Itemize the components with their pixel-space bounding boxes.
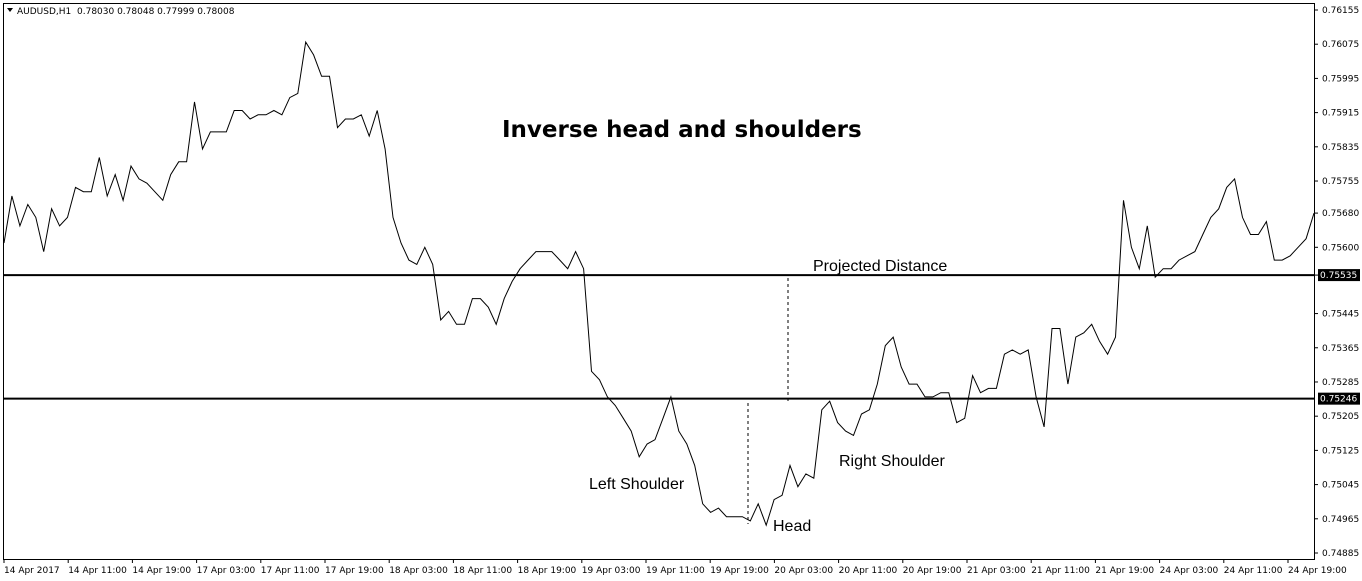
y-tick-label: 0.75445 xyxy=(1322,310,1359,320)
x-tick-label: 20 Apr 19:00 xyxy=(903,566,962,576)
level-price-label: 0.75246 xyxy=(1320,395,1357,405)
y-tick-label: 0.75600 xyxy=(1322,243,1359,253)
y-tick-label: 0.75045 xyxy=(1322,481,1359,491)
y-tick-label: 0.76075 xyxy=(1322,40,1359,50)
chart-title: Inverse head and shoulders xyxy=(502,117,862,143)
x-tick-label: 14 Apr 2017 xyxy=(4,566,60,576)
x-tick-label: 19 Apr 11:00 xyxy=(646,566,705,576)
y-tick-label: 0.75680 xyxy=(1322,209,1359,219)
y-tick-label: 0.75995 xyxy=(1322,74,1359,84)
annotation-head: Head xyxy=(773,518,811,535)
x-tick-label: 14 Apr 19:00 xyxy=(132,566,191,576)
ohlc-values: 0.78030 0.78048 0.77999 0.78008 xyxy=(77,7,235,17)
x-tick-label: 20 Apr 03:00 xyxy=(774,566,833,576)
dropdown-triangle-icon[interactable] xyxy=(7,8,13,12)
x-tick-label: 18 Apr 11:00 xyxy=(453,566,512,576)
x-tick-label: 24 Apr 03:00 xyxy=(1160,566,1219,576)
level-price-label: 0.75535 xyxy=(1320,271,1357,281)
y-tick-label: 0.75205 xyxy=(1322,412,1359,422)
annotation-left-shoulder: Left Shoulder xyxy=(589,476,685,493)
x-tick-label: 17 Apr 03:00 xyxy=(197,566,256,576)
x-tick-label: 21 Apr 19:00 xyxy=(1095,566,1154,576)
y-tick-label: 0.74885 xyxy=(1322,549,1359,559)
x-tick-label: 24 Apr 11:00 xyxy=(1224,566,1283,576)
y-tick-label: 0.75915 xyxy=(1322,109,1359,119)
x-tick-label: 14 Apr 11:00 xyxy=(68,566,127,576)
level-price-tag xyxy=(1318,269,1360,282)
y-tick-label: 0.75285 xyxy=(1322,378,1359,388)
level-price-tag xyxy=(1318,392,1360,405)
symbol-label: AUDUSD,H1 xyxy=(17,7,71,17)
plot-frame xyxy=(3,3,1315,560)
y-tick-label: 0.75365 xyxy=(1322,344,1359,354)
y-tick-label: 0.75755 xyxy=(1322,177,1359,187)
y-tick-label: 0.75835 xyxy=(1322,143,1359,153)
y-tick-label: 0.75125 xyxy=(1322,446,1359,456)
x-tick-label: 17 Apr 11:00 xyxy=(261,566,320,576)
x-tick-label: 18 Apr 19:00 xyxy=(518,566,577,576)
annotation-projected-distance: Projected Distance xyxy=(813,258,947,275)
x-tick-label: 19 Apr 03:00 xyxy=(582,566,641,576)
y-tick-label: 0.74965 xyxy=(1322,515,1359,525)
x-tick-label: 17 Apr 19:00 xyxy=(325,566,384,576)
x-tick-label: 21 Apr 11:00 xyxy=(1031,566,1090,576)
y-tick-label: 0.76155 xyxy=(1322,6,1359,16)
y-axis: 0.76155 0.76075 0.75995 0.75915 0.75835 0.757… xyxy=(1314,6,1359,559)
x-tick-label: 20 Apr 11:00 xyxy=(839,566,898,576)
x-tick-label: 19 Apr 19:00 xyxy=(710,566,769,576)
x-tick-label: 24 Apr 19:00 xyxy=(1288,566,1347,576)
level-lines: 0.75535 0.75246 xyxy=(4,269,1360,405)
x-axis: 14 Apr 2017 14 Apr 11:00 14 Apr 19:00 17 Ap… xyxy=(3,559,1347,576)
x-tick-label: 21 Apr 03:00 xyxy=(967,566,1026,576)
annotation-right-shoulder: Right Shoulder xyxy=(839,453,946,470)
x-tick-label: 18 Apr 03:00 xyxy=(389,566,448,576)
series-price-line xyxy=(3,40,1315,527)
